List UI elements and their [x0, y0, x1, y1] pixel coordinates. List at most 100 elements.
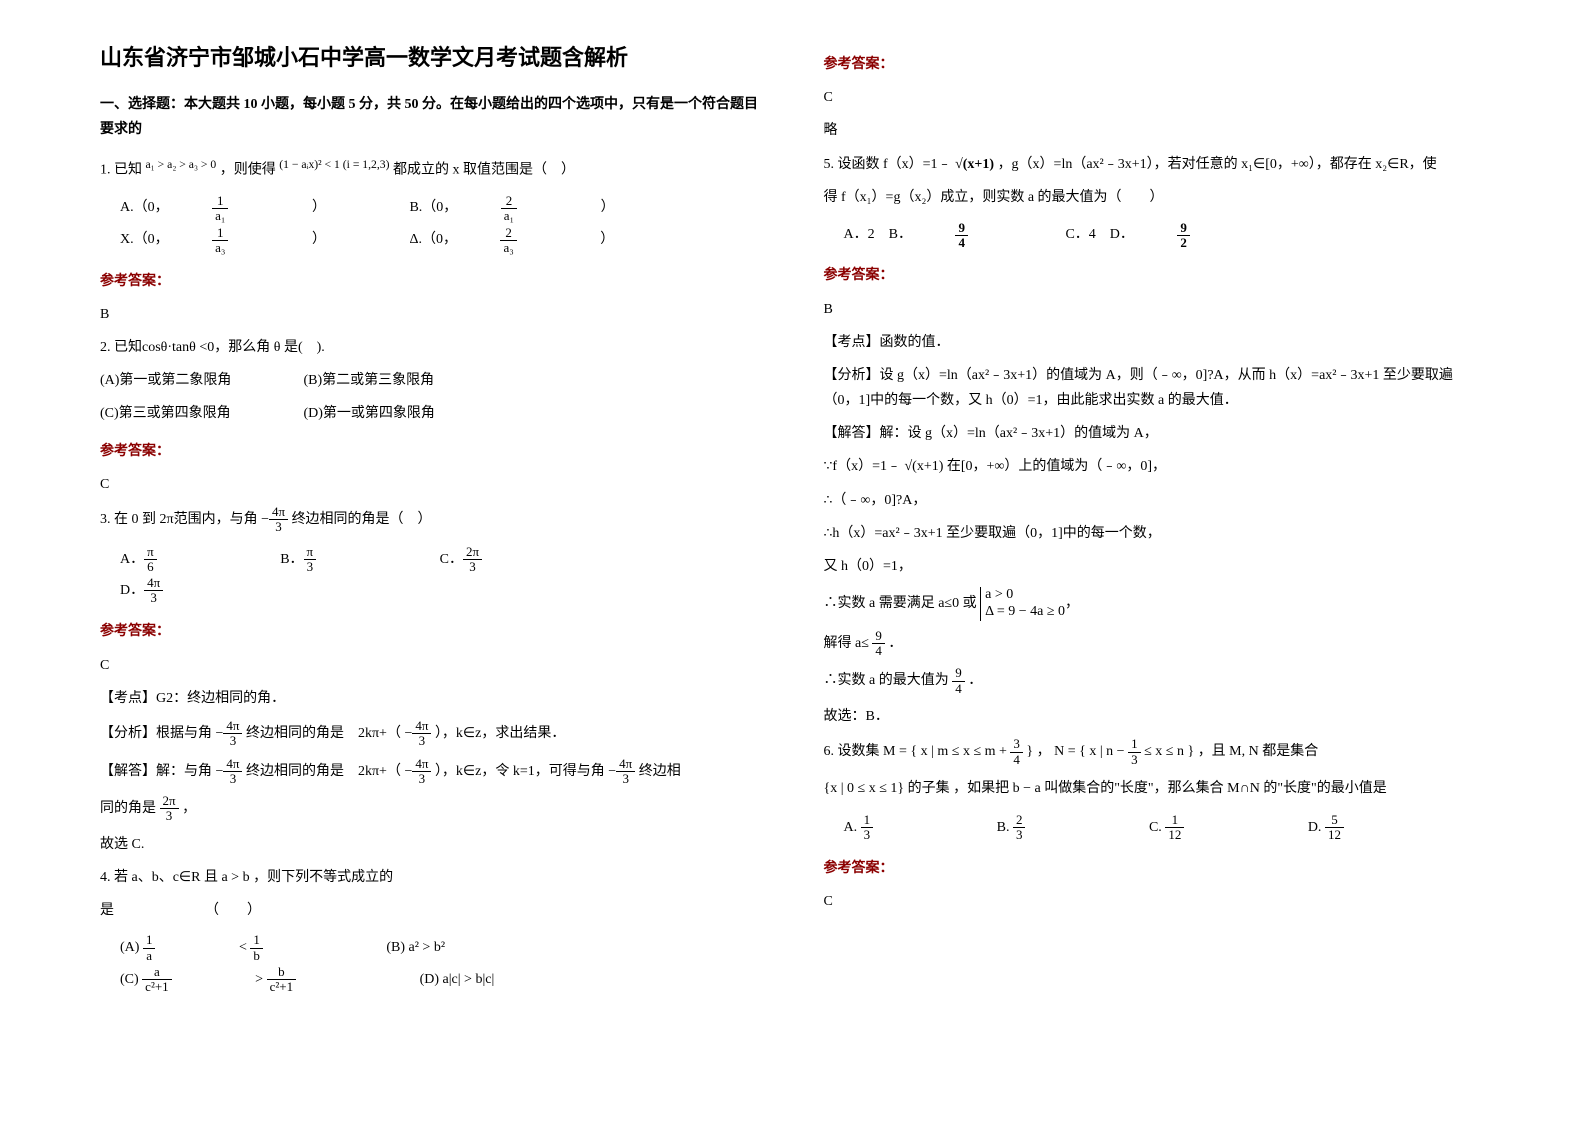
right-column: 参考答案： C 略 5. 设函数 f（x）=1﹣ √(x+1) ，g（x）=ln…	[824, 40, 1488, 1006]
q5-jd1: 【解答】解：设 g（x）=ln（ax²﹣3x+1）的值域为 A，	[824, 421, 1488, 446]
q1-ans: B	[100, 302, 764, 327]
q5-kd: 【考点】函数的值．	[824, 330, 1488, 355]
q5-gx: 故选：B．	[824, 704, 1488, 729]
frac-94: 94	[955, 221, 1008, 251]
q5-fx: 【分析】设 g（x）=ln（ax²﹣3x+1）的值域为 A，则（﹣∞，0]?A，…	[824, 363, 1488, 413]
q3-fx-c: ），k∈z，求出结果．	[435, 726, 565, 741]
q5-sqrt: √(x+1)	[955, 157, 994, 172]
frac-13b: 13	[861, 813, 914, 843]
q3-fx-a: 【分析】根据与角	[100, 726, 216, 741]
q3-jd-d: 终边相	[639, 764, 681, 779]
frac-4pi3-d: 4π3	[412, 719, 431, 749]
q1-optX: X.（0， 1a₃ ）	[120, 225, 366, 256]
q5-stem-c: 得 f（x₁）=g（x₂）成立，则实数 a 的最大值为（ ）	[824, 185, 1488, 210]
q1-stem-a: 1. 已知	[100, 163, 142, 178]
q3-gx: 故选 C.	[100, 832, 764, 857]
q2-ans: C	[100, 472, 764, 497]
q4-optA: (A) 1a < 1b	[120, 933, 343, 964]
q5-jd8: ∴实数 a 的最大值为 94 ．	[824, 666, 1488, 696]
q6-stem-c: ，且 M, N 都是集合	[1198, 744, 1319, 759]
q3-jd-e: 同的角是	[100, 801, 160, 816]
frac-1-a1: 1a₁	[212, 194, 268, 224]
frac-512: 512	[1325, 813, 1384, 843]
q6-ans: C	[824, 889, 1488, 914]
q1-optX-r: ）	[312, 225, 326, 256]
q6-optB: B. 23	[997, 813, 1106, 844]
q6-stem2: {x | 0 ≤ x ≤ 1} 的子集 ，如果把 b − a 叫做集合的"长度"…	[824, 775, 1488, 803]
q4-stem-b: 是 （ ）	[100, 898, 764, 923]
q1-optD-l: Δ.（0，	[409, 225, 457, 256]
frac-112: 112	[1165, 813, 1224, 843]
frac-4pi3-f: 4π3	[412, 757, 431, 787]
q6-setM: M = { x | m ≤ x ≤ m + 34 }	[883, 744, 1033, 759]
q3-jd1: 【解答】解：与角 −4π3 终边相同的角是 2kπ+（ −4π3 ），k∈z，令…	[100, 757, 764, 787]
q5-optA: A．2 B．	[844, 220, 912, 251]
frac-94-b: 94	[872, 629, 885, 659]
frac-pi3: π3	[304, 545, 357, 575]
q2-row2: (C)第三或第四象限角 (D)第一或第四象限角	[100, 401, 764, 426]
q1-optD: Δ.（0， 2a₃ ）	[409, 225, 654, 256]
q1-optB-l: B.（0，	[409, 193, 457, 224]
q5-optC: C．4 D．	[1051, 220, 1133, 251]
q2-ans-label: 参考答案：	[100, 439, 764, 464]
q3-jd-f: ，	[182, 801, 196, 816]
q3-stem: 3. 在 0 到 2π范围内，与角 −4π3 终边相同的角是（ ）	[100, 505, 764, 535]
part1-heading: 一、选择题：本大题共 10 小题，每小题 5 分，共 50 分。在每小题给出的四…	[100, 92, 764, 142]
q2-optB: (B)第二或第三象限角	[304, 373, 435, 388]
frac-1a: 1a	[143, 933, 196, 963]
frac-2pi3-b: 2π3	[160, 794, 179, 824]
q2-optD: (D)第一或第四象限角	[304, 406, 435, 421]
q4-optB: (B) a² > b²	[386, 933, 445, 964]
q5-jd3: ∴（﹣∞，0]?A，	[824, 488, 1488, 513]
q2-optC: (C)第三或第四象限角	[100, 401, 300, 426]
q3-optD: D．4π3	[120, 576, 243, 607]
q5-ans-label: 参考答案：	[824, 263, 1488, 288]
q5-jd6-a: ∴实数 a 需要满足 a≤0 或	[824, 596, 977, 611]
q5-stem-a: 5. 设函数 f（x）=1﹣	[824, 157, 952, 172]
q5-jd6: ∴实数 a 需要满足 a≤0 或 a > 0Δ = 9 − 4a ≥ 0 ，	[824, 587, 1488, 621]
q3-jd-c: ），k∈z，令 k=1，可得与角	[435, 764, 608, 779]
q3-fx: 【分析】根据与角 −4π3 终边相同的角是 2kπ+（ −4π3 ），k∈z，求…	[100, 719, 764, 749]
frac-92: 92	[1177, 221, 1230, 251]
q6-setN: N = { x | n − 13 ≤ x ≤ n }	[1054, 744, 1194, 759]
q5-jd8-b: ．	[968, 673, 982, 688]
q3-kd: 【考点】G2：终边相同的角．	[100, 686, 764, 711]
frac-4pi3-b: 4π3	[144, 576, 203, 606]
q5-options: A．2 B． 94 C．4 D． 92	[844, 220, 1488, 251]
q6-stem1: 6. 设数集 M = { x | m ≤ x ≤ m + 34 } ， N = …	[824, 737, 1488, 767]
q3-jd-b: 终边相同的角是 2kπ+（	[246, 764, 401, 779]
q4-options: (A) 1a < 1b (B) a² > b² (C) ac²+1 > bc²+…	[120, 933, 764, 996]
frac-1-a3: 1a₃	[212, 226, 268, 256]
q5-jd5: 又 h（0）=1，	[824, 554, 1488, 579]
q4-ans: C	[824, 85, 1488, 110]
q6-optD: D. 512	[1308, 813, 1424, 844]
q5-jd7-a: 解得 a≤	[824, 636, 869, 651]
q1-optA-r: ）	[312, 193, 326, 224]
frac-ac: ac²+1	[142, 965, 212, 995]
q6-optA: A. 13	[844, 813, 954, 844]
q5-jd7: 解得 a≤ 94 ．	[824, 629, 1488, 659]
q2-stem: 2. 已知cosθ·tanθ <0，那么角 θ 是( ).	[100, 335, 764, 360]
frac-4pi3-g: 4π3	[616, 757, 635, 787]
q1-optX-l: X.（0，	[120, 225, 169, 256]
q5-jd4: ∴h（x）=ax²﹣3x+1 至少要取遍（0，1]中的每一个数，	[824, 521, 1488, 546]
q6-stem-a: 6. 设数集	[824, 744, 880, 759]
q4-note: 略	[824, 118, 1488, 143]
q1-optA: A.（0， 1a₁ ）	[120, 193, 366, 224]
frac-23: 23	[1013, 813, 1066, 843]
frac-2-a3: 2a₃	[500, 226, 556, 256]
q4-ans-label: 参考答案：	[824, 52, 1488, 77]
q1-optD-r: ）	[600, 225, 614, 256]
frac-pi6: π6	[144, 545, 197, 575]
q4-optD: (D) a|c| > b|c|	[420, 965, 495, 996]
q1-ans-label: 参考答案：	[100, 269, 764, 294]
page-title: 山东省济宁市邹城小石中学高一数学文月考试题含解析	[100, 40, 764, 72]
q5-jd2: ∵f（x）=1﹣ √(x+1) 在[0，+∞）上的值域为（﹣∞，0]，	[824, 454, 1488, 479]
frac-2-a1: 2a₁	[501, 194, 557, 224]
frac-4pi3-c: 4π3	[223, 719, 242, 749]
q5-jd2-b: 在[0，+∞）上的值域为（﹣∞，0]，	[947, 459, 1166, 474]
q6-ans-label: 参考答案：	[824, 856, 1488, 881]
q5-stem-b: ，g（x）=ln（ax²﹣3x+1），若对任意的 x₁∈[0，+∞），都存在 x…	[998, 157, 1437, 172]
q3-jd-a: 【解答】解：与角	[100, 764, 216, 779]
q1-stem-b: ，则使得	[220, 163, 276, 178]
